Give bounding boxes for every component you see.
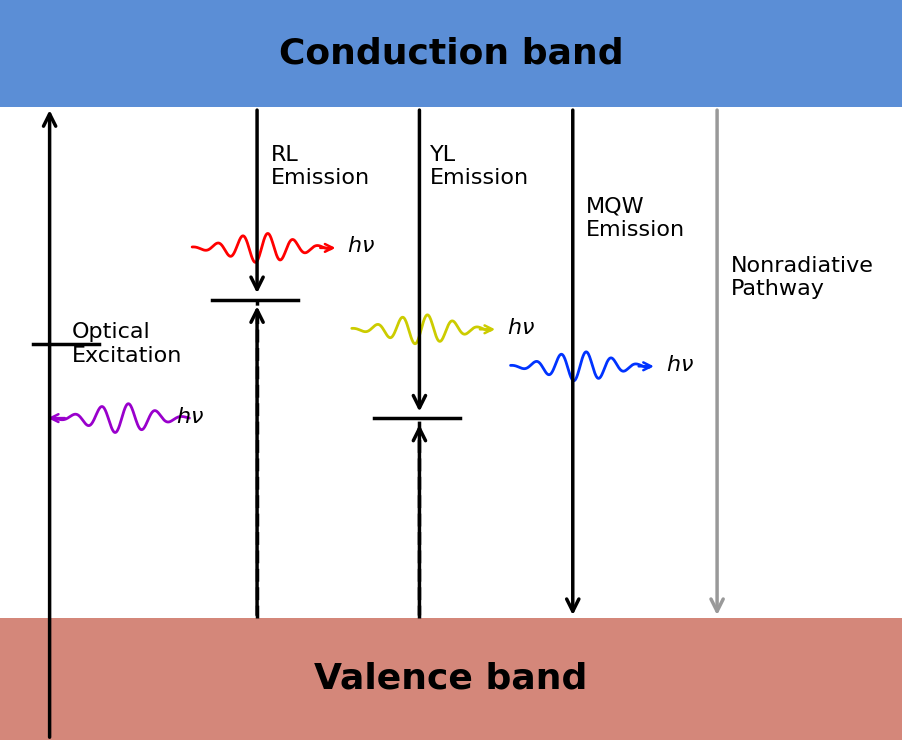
Text: YL
Emission: YL Emission xyxy=(430,145,529,188)
Text: MQW
Emission: MQW Emission xyxy=(586,197,686,240)
Text: Conduction band: Conduction band xyxy=(279,37,623,70)
Text: Nonradiative
Pathway: Nonradiative Pathway xyxy=(731,256,873,299)
Text: $h\nu$: $h\nu$ xyxy=(176,406,204,427)
Text: RL
Emission: RL Emission xyxy=(271,145,370,188)
Text: $h\nu$: $h\nu$ xyxy=(507,317,535,338)
Text: Optical
Excitation: Optical Excitation xyxy=(72,323,182,366)
Bar xyxy=(0,0,902,107)
Text: $h\nu$: $h\nu$ xyxy=(347,236,375,257)
Text: $h\nu$: $h\nu$ xyxy=(666,354,694,375)
Bar xyxy=(0,618,902,740)
Text: Valence band: Valence band xyxy=(314,662,588,696)
